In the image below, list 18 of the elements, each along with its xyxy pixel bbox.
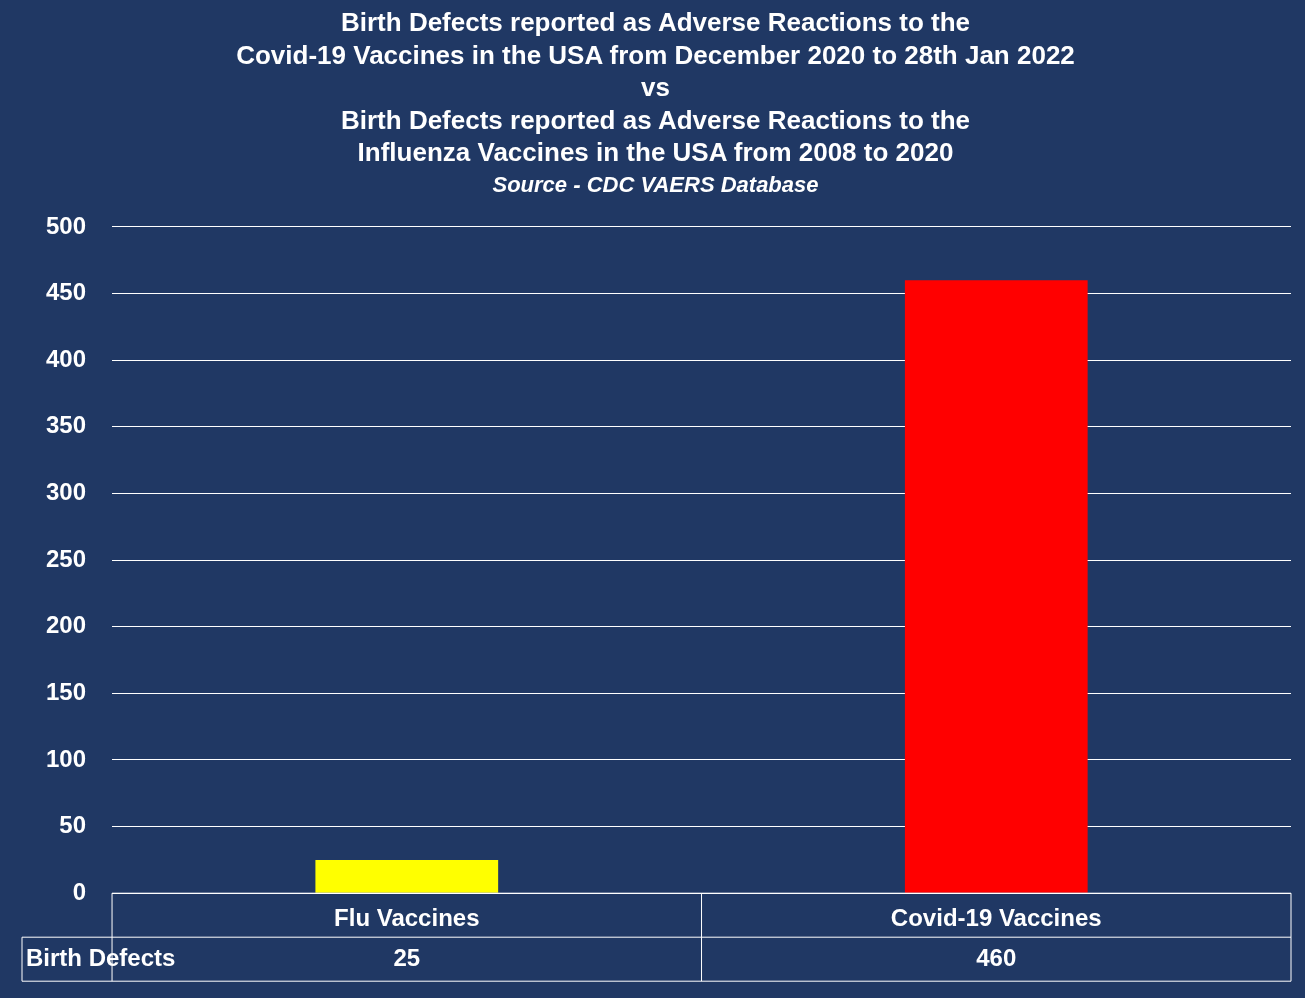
y-tick-label: 500 [46,211,87,239]
y-tick-label: 200 [46,611,87,639]
x-tick-label: Flu Vaccines [334,904,480,932]
data-label: 460 [976,943,1017,971]
y-tick-label: 400 [46,344,87,372]
y-tick-label: 100 [46,744,87,772]
y-tick-label: 50 [59,811,87,839]
y-tick-label: 350 [46,411,87,439]
x-tick-label: Covid-19 Vaccines [890,904,1102,932]
y-tick-label: 300 [46,478,87,506]
data-label: 25 [393,943,421,971]
chart-title: Birth Defects reported as Adverse Reactions to the Covid-19 Vaccines in the USA from December 2020 to 28th Jan 2022 vs Birth Defects reported as Adverse Reactions to the Influenza Vaccines in the USA from 2008 to 2020 [236,7,1075,168]
y-tick-label: 250 [46,544,87,572]
y-tick-label: 0 [72,877,87,905]
y-tick-label: 150 [46,677,87,705]
text: Birth Defects [26,943,176,971]
chart-subtitle: Source - CDC VAERS Database [492,171,819,197]
y-tick-label: 450 [46,278,87,306]
